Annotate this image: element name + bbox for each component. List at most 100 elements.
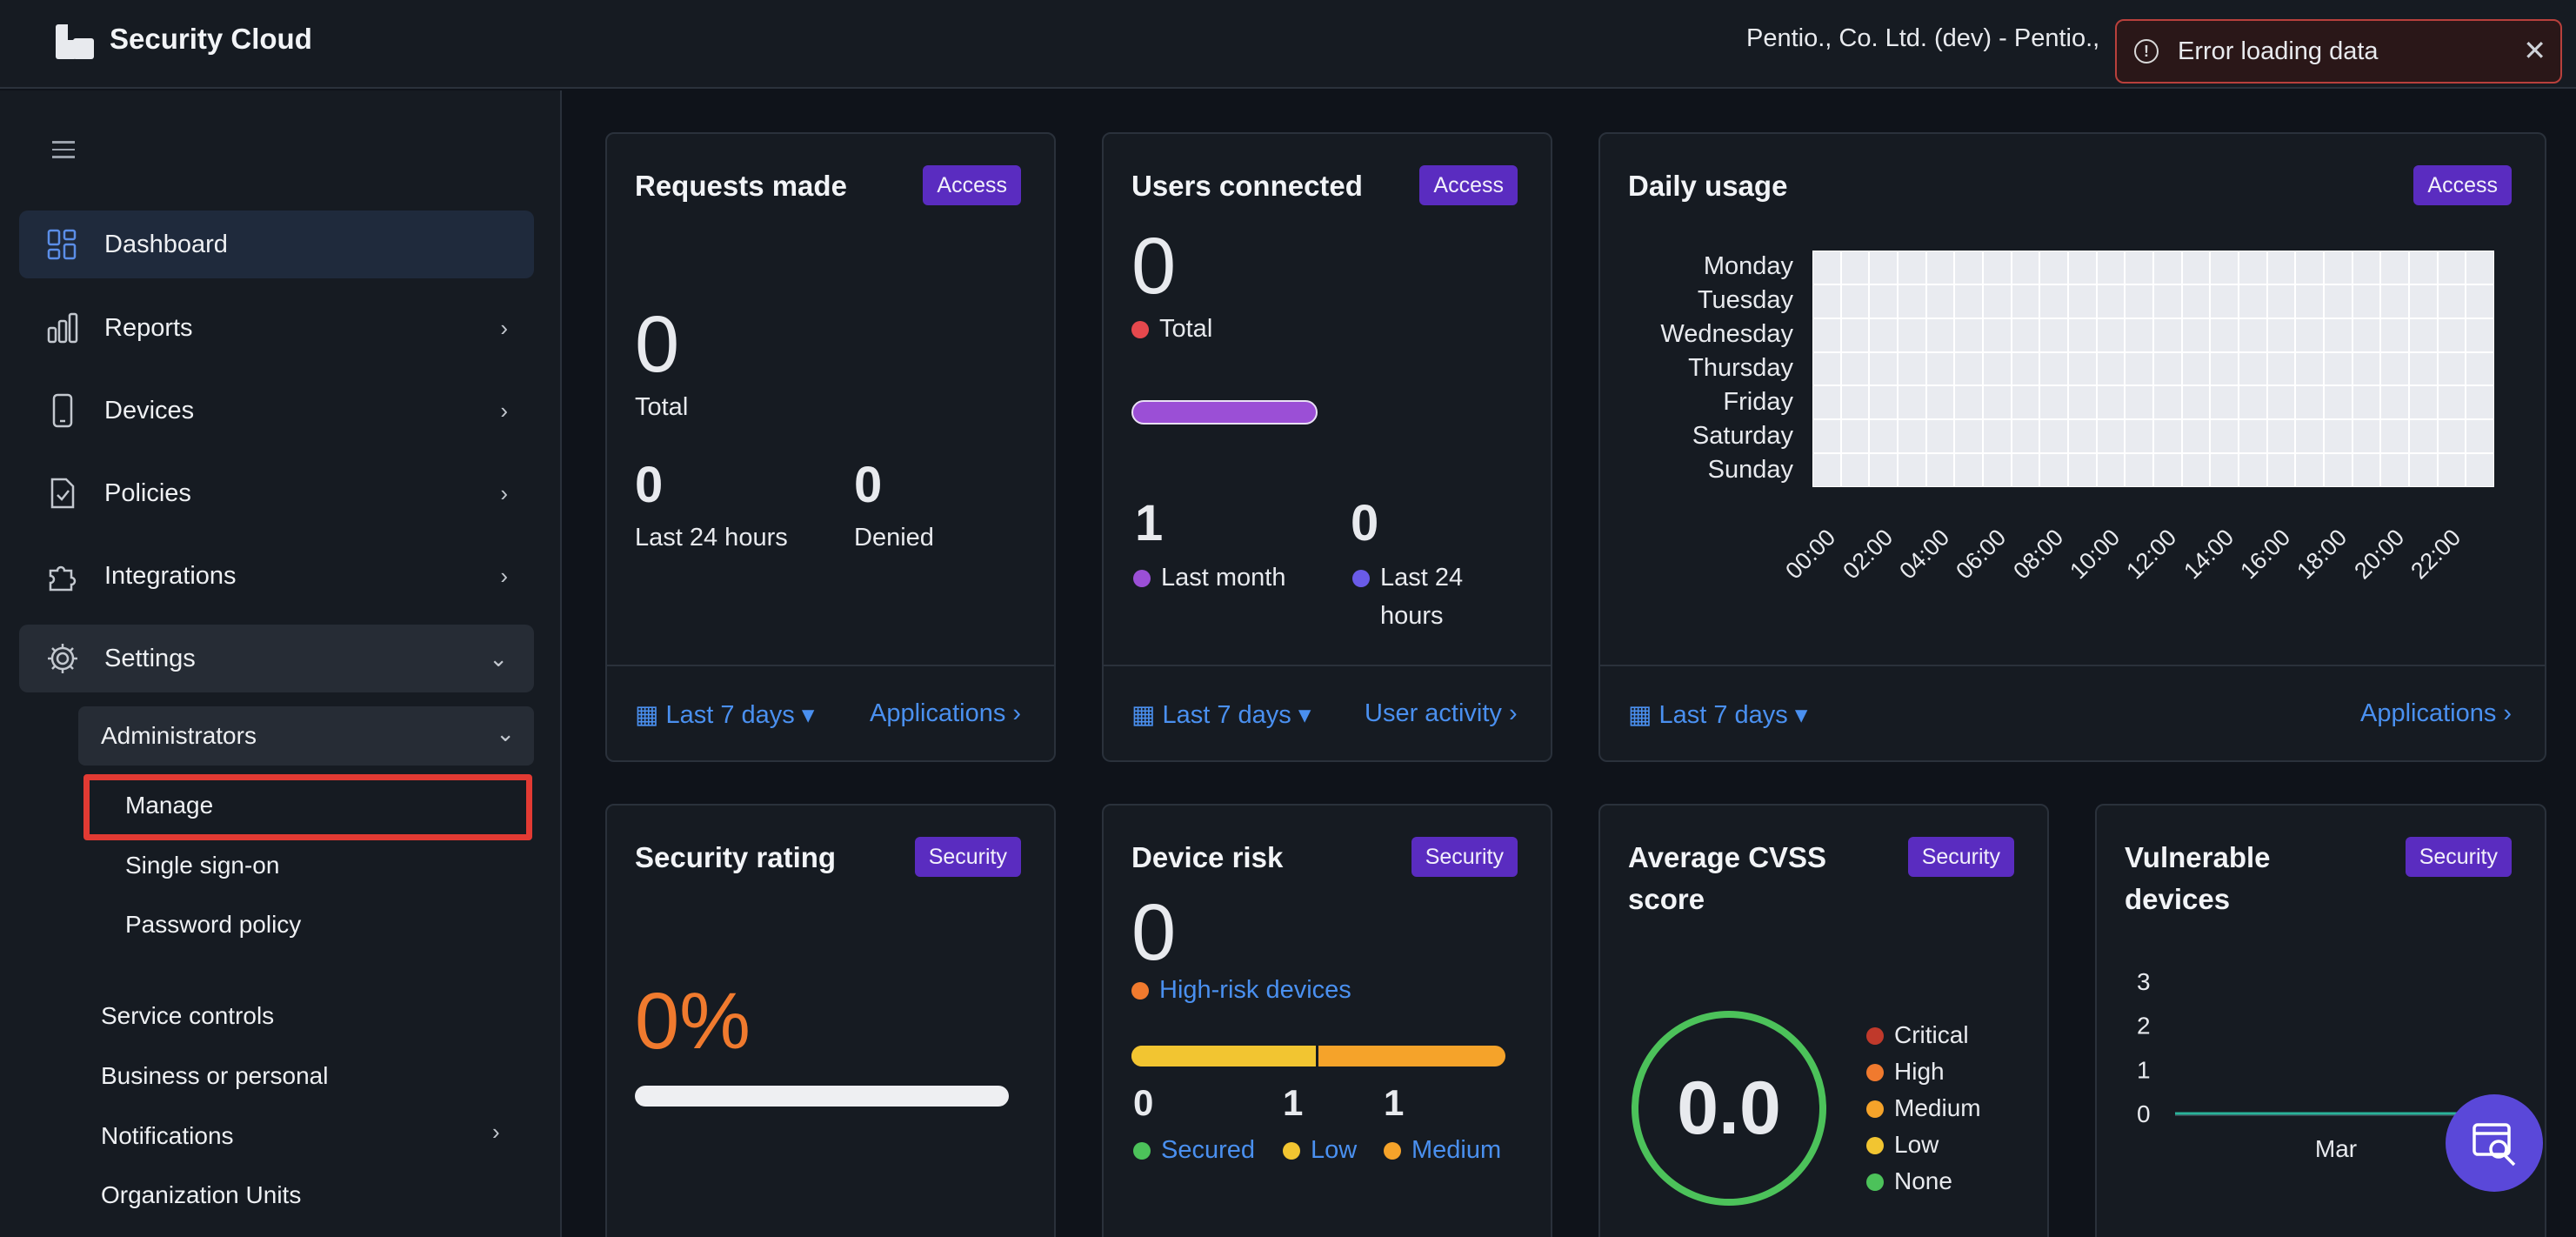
sidebar-item-label: Integrations — [104, 561, 237, 590]
heatmap-cell — [2437, 453, 2466, 487]
sidebar-item-policies[interactable]: Policies › — [19, 459, 534, 527]
phone-icon — [52, 393, 73, 428]
card-title: Requests made — [635, 170, 847, 202]
heatmap-cell — [1840, 419, 1870, 454]
secured-label[interactable]: Secured — [1133, 1136, 1255, 1165]
calendar-icon: ▦ — [1628, 701, 1652, 729]
legend-medium: Medium — [1866, 1094, 1981, 1122]
heatmap-cell — [2181, 453, 2211, 487]
sidebar-item-dashboard[interactable]: Dashboard — [19, 211, 534, 278]
heatmap-cell — [2210, 351, 2239, 386]
search-document-icon — [2473, 1123, 2516, 1167]
heatmap-hour-label: 04:00 — [1894, 524, 1955, 585]
heatmap-cell — [1840, 318, 1870, 352]
period-dropdown[interactable]: ▦ Last 7 days ▾ — [1628, 699, 1807, 730]
heatmap-cell — [2210, 284, 2239, 318]
heatmap-cell — [2181, 419, 2211, 454]
users-last24-label: Last 24 — [1352, 564, 1463, 592]
red-dot — [1131, 321, 1149, 338]
heatmap-cell — [1898, 251, 1926, 284]
search-help-button[interactable] — [2446, 1094, 2543, 1192]
sidebar-item-reports[interactable]: Reports › — [19, 294, 534, 362]
heatmap-cell — [2068, 453, 2097, 487]
sidebar-link-single-sign-on[interactable]: Single sign-on — [125, 852, 280, 879]
heatmap-cell — [1925, 419, 1955, 454]
heatmap-cell — [1898, 419, 1926, 454]
heatmap-cell — [2239, 351, 2267, 386]
heatmap-cell — [1812, 251, 1841, 284]
close-icon[interactable]: ✕ — [2523, 35, 2546, 66]
legend-low: Low — [1866, 1131, 1939, 1159]
sidebar-item-integrations[interactable]: Integrations › — [19, 542, 534, 610]
card-footer: ▦ Last 7 days ▾ Applications › — [1600, 665, 2545, 760]
applications-link[interactable]: Applications › — [2360, 699, 2513, 727]
applications-link[interactable]: Applications › — [870, 699, 1022, 727]
heatmap-cell — [2239, 385, 2267, 420]
heatmap-cell — [2039, 284, 2068, 318]
dashboard-icon — [47, 229, 77, 260]
heatmap-cell — [1840, 385, 1870, 420]
heatmap-cell — [2153, 351, 2182, 386]
period-dropdown[interactable]: ▦ Last 7 days ▾ — [635, 699, 814, 730]
period-dropdown[interactable]: ▦ Last 7 days ▾ — [1131, 699, 1311, 730]
users-connected-card: Users connected Access 0 Total 1 Last mo… — [1102, 132, 1552, 762]
heatmap-cell — [1954, 419, 1983, 454]
sidebar-link-manage[interactable]: Manage — [125, 792, 214, 819]
heatmap-cell — [2466, 251, 2494, 284]
sidebar-item-devices[interactable]: Devices › — [19, 377, 534, 445]
heatmap-cell — [1869, 419, 1898, 454]
user-activity-link[interactable]: User activity › — [1365, 699, 1518, 727]
card-title: Vulnerable devices — [2125, 841, 2271, 915]
low-label[interactable]: Low — [1283, 1136, 1357, 1165]
heatmap-cell — [2295, 419, 2324, 454]
high-risk-devices-link[interactable]: High-risk devices — [1131, 976, 1351, 1005]
heatmap-hour-label: 02:00 — [1837, 524, 1898, 585]
sidebar-link-organization-units[interactable]: Organization Units — [101, 1181, 302, 1208]
heatmap-cell — [1812, 453, 1841, 487]
security-badge: Security — [2405, 837, 2512, 877]
heatmap-cell — [2409, 318, 2438, 352]
sidebar-link-business-or-personal[interactable]: Business or personal — [101, 1062, 329, 1089]
sidebar-link-notifications[interactable]: Notifications — [101, 1122, 234, 1149]
sidebar-link-password-policy[interactable]: Password policy — [125, 911, 302, 938]
sidebar-item-administrators[interactable]: Administrators ⌄ — [78, 706, 534, 766]
chevron-down-icon: ⌄ — [496, 720, 515, 746]
heatmap-cell — [1869, 453, 1898, 487]
heatmap-cell — [2011, 419, 2040, 454]
heatmap-cell — [2466, 351, 2494, 386]
menu-toggle-icon[interactable] — [52, 141, 75, 164]
period-label: Last 7 days — [1658, 701, 1788, 729]
heatmap-cell — [1898, 284, 1926, 318]
link-label: Applications — [870, 699, 1006, 727]
medium-value: 1 — [1384, 1082, 1405, 1123]
chevron-right-icon: › — [500, 562, 508, 589]
sidebar-item-label: Administrators — [101, 722, 257, 749]
sidebar-link-service-controls[interactable]: Service controls — [101, 1002, 275, 1029]
heatmap-cell — [2125, 351, 2153, 386]
heatmap-cell — [1869, 351, 1898, 386]
heatmap-day-label: Saturday — [1692, 421, 1793, 450]
heatmap-hour-label: 22:00 — [2406, 524, 2466, 585]
error-toast: ! Error loading data ✕ — [2115, 19, 2562, 84]
sidebar-item-settings[interactable]: Settings ⌄ — [19, 625, 534, 692]
access-badge: Access — [2413, 165, 2512, 205]
sidebar-item-label: Dashboard — [104, 230, 228, 258]
heatmap-cell — [2096, 351, 2126, 386]
logo[interactable]: Security Cloud — [56, 19, 312, 59]
heatmap-day-label: Thursday — [1688, 354, 1793, 382]
card-footer: ▦ Last 7 days ▾ User activity › — [1104, 665, 1551, 760]
heatmap-day-label: Wednesday — [1660, 320, 1793, 349]
medium-label[interactable]: Medium — [1384, 1136, 1501, 1165]
heatmap-hour-label: 16:00 — [2235, 524, 2296, 585]
users-last-month-value: 1 — [1135, 495, 1164, 552]
chevron-right-icon: › — [500, 397, 508, 424]
heatmap-cell — [2324, 351, 2352, 386]
purple-dot — [1133, 570, 1151, 587]
heatmap-cell — [1898, 453, 1926, 487]
organization-name[interactable]: Pentio., Co. Ltd. (dev) - Pentio., — [1746, 24, 2100, 52]
heatmap-cell — [1840, 284, 1870, 318]
heatmap-cell — [2181, 251, 2211, 284]
heatmap-cell — [2437, 284, 2466, 318]
heatmap-cell — [2266, 385, 2296, 420]
heatmap-cell — [2266, 351, 2296, 386]
